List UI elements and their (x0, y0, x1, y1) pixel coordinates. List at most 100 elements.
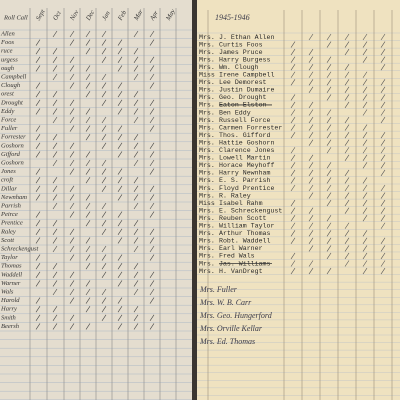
check (101, 220, 107, 227)
check (85, 134, 91, 141)
left-name: ruce (1, 48, 13, 55)
check (117, 194, 123, 201)
member-name: Hattie Goshorn (219, 139, 274, 146)
check (290, 199, 296, 207)
check (69, 56, 75, 63)
check (290, 207, 296, 214)
check (308, 267, 314, 275)
check (149, 159, 155, 167)
check (69, 254, 75, 261)
member-name: J. Ethan Allen (219, 34, 274, 41)
check (117, 108, 123, 115)
check (133, 202, 139, 210)
check (52, 134, 58, 141)
member-name: Curtis Foos (219, 41, 263, 48)
check (344, 48, 350, 56)
check (85, 168, 91, 175)
check (101, 263, 107, 270)
check (380, 192, 386, 199)
check (290, 169, 296, 177)
name-title: Mrs. (199, 230, 215, 237)
check (101, 73, 107, 81)
check (149, 125, 155, 132)
check (35, 65, 41, 72)
member-name: Reuben Scott (219, 215, 267, 222)
check (52, 116, 58, 124)
check (52, 237, 58, 244)
check (101, 159, 107, 167)
check (149, 271, 155, 278)
check (344, 94, 350, 101)
check (308, 64, 314, 71)
roll-call-title: Roll Call (3, 14, 28, 21)
name-title: Mrs. (199, 215, 215, 222)
check (290, 131, 296, 139)
check (308, 207, 314, 214)
left-name: Drought (0, 99, 23, 106)
check (101, 314, 107, 321)
check (69, 211, 75, 218)
member-name: Wm. Clough (219, 64, 259, 71)
month-header: Oct (52, 10, 63, 22)
check (380, 260, 386, 267)
check (117, 82, 123, 89)
left-name: urgess (1, 56, 18, 63)
check (101, 134, 107, 141)
check (133, 194, 139, 201)
check (290, 64, 296, 71)
check (308, 139, 314, 146)
check (117, 280, 123, 287)
year-header: 1945-1946 (215, 13, 250, 22)
check (326, 41, 332, 48)
check (117, 254, 123, 261)
member-name: Earl Warner (219, 245, 263, 252)
check (52, 306, 58, 313)
check (85, 108, 91, 115)
check (344, 101, 350, 109)
check (362, 94, 368, 101)
check (35, 91, 41, 98)
left-name: Foos (0, 39, 14, 46)
member-name: Irene Campbell (219, 72, 274, 79)
check (35, 108, 41, 115)
check (380, 169, 386, 177)
left-name: Prentice (0, 220, 23, 227)
check (149, 99, 155, 106)
check (308, 33, 314, 41)
check (85, 73, 91, 81)
check (380, 109, 386, 116)
check (35, 271, 41, 278)
check (101, 271, 107, 278)
check (133, 142, 139, 149)
check (52, 99, 58, 106)
check (326, 237, 332, 245)
check (362, 267, 368, 275)
check (149, 194, 155, 201)
check (344, 260, 350, 267)
check (35, 168, 41, 175)
check (69, 125, 75, 132)
check (290, 116, 296, 124)
member-name: E. Schreckengust (219, 207, 282, 214)
check (308, 131, 314, 139)
check (308, 230, 314, 237)
check (149, 73, 155, 81)
check (117, 263, 123, 270)
check (117, 65, 123, 72)
check (149, 82, 155, 89)
check (362, 199, 368, 207)
check (380, 237, 386, 245)
name-title: Mrs. (199, 94, 215, 101)
check (85, 91, 91, 98)
check (69, 30, 75, 38)
left-name: Taylor (1, 254, 18, 261)
check (290, 260, 296, 267)
member-name: Clarence Jones (219, 147, 274, 154)
name-title: Mrs. (199, 109, 215, 116)
check (362, 245, 368, 252)
name-title: Mrs. (199, 41, 215, 48)
check (69, 142, 75, 149)
check (362, 162, 368, 169)
check (362, 139, 368, 146)
